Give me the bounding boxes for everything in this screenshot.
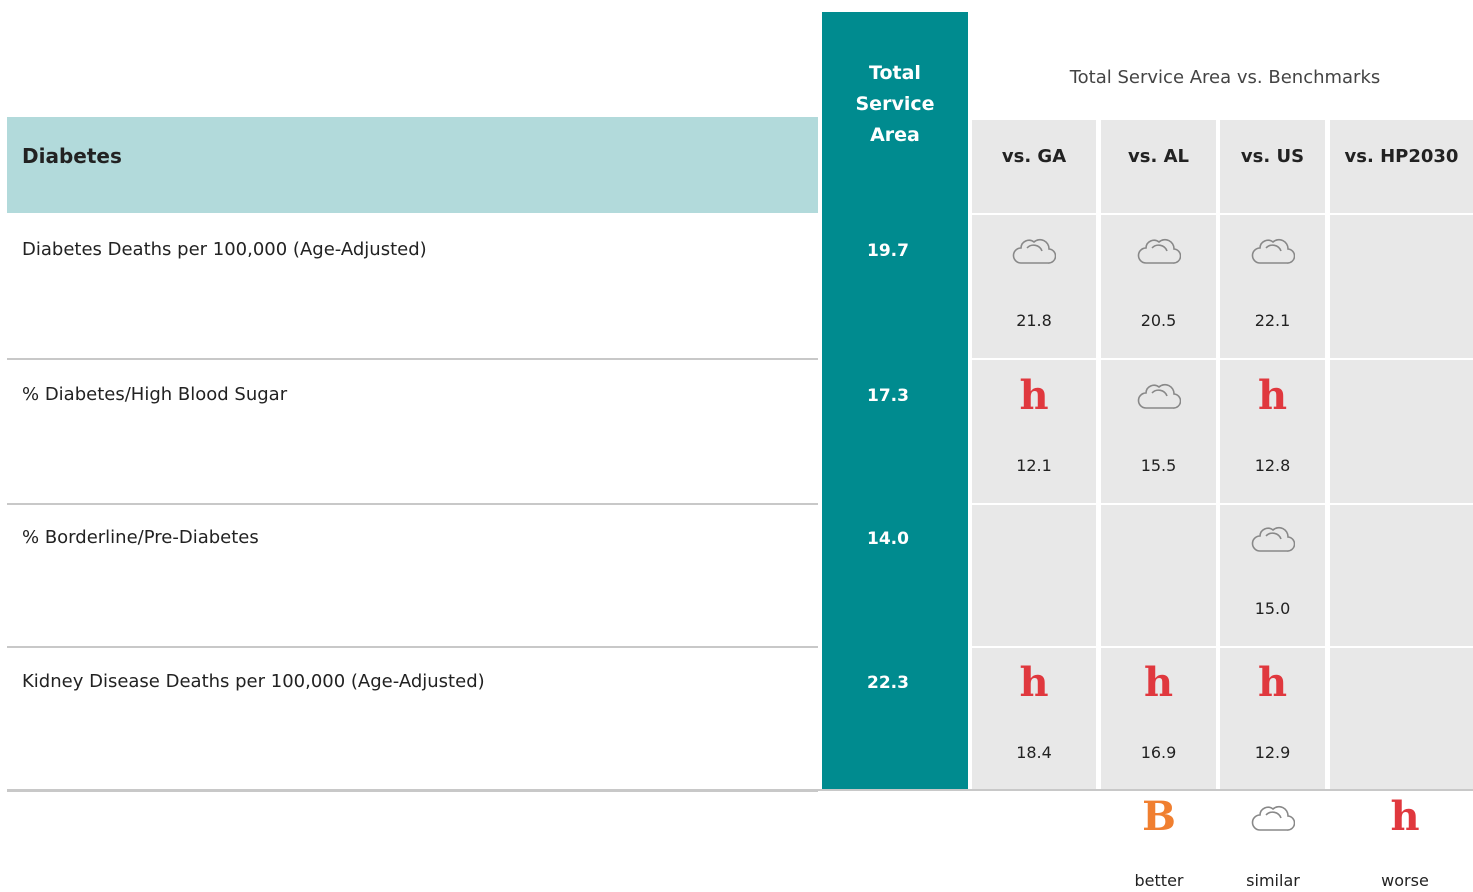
row-separator [972, 646, 1473, 648]
column-header: vs. US [1240, 146, 1305, 167]
legend-label: similar [1246, 871, 1300, 890]
section-title: Diabetes [22, 144, 122, 168]
worse-icon: h [1019, 372, 1049, 419]
legend-icon: B [1142, 793, 1176, 840]
similar-icon [1137, 383, 1181, 409]
row-separator [972, 358, 1473, 360]
column-header: vs. HP2030 [1344, 146, 1459, 167]
benchmark-value: 15.5 [1140, 456, 1177, 475]
legend-label: better [1134, 871, 1184, 890]
row-separator [7, 790, 818, 792]
legend-label: worse [1381, 871, 1429, 890]
worse-icon: h [1143, 659, 1174, 706]
worse-icon: h [1019, 659, 1049, 706]
benchmark-value: 16.9 [1140, 743, 1177, 762]
benchmark-value: 18.4 [1016, 743, 1052, 762]
row-separator [7, 358, 818, 360]
column-header: vs. GA [1001, 146, 1067, 167]
benchmark-value: 12.8 [1254, 456, 1291, 475]
similar-icon [1251, 805, 1295, 831]
worse-icon: h [1257, 372, 1288, 419]
row-value: 19.7 [867, 241, 909, 261]
worse-icon: h [1257, 659, 1288, 706]
row-separator [972, 503, 1473, 505]
bottom-line [7, 789, 1473, 791]
benchmark-value: 22.1 [1254, 311, 1291, 330]
row-label: Kidney Disease Deaths per 100,000 (Age-A… [22, 671, 485, 692]
column-header: vs. AL [1128, 146, 1189, 167]
row-value: 14.0 [867, 529, 909, 549]
similar-icon [1012, 238, 1056, 264]
benchmark-value: 12.9 [1254, 743, 1291, 762]
teal-column [822, 12, 968, 790]
row-label: % Diabetes/High Blood Sugar [22, 384, 288, 405]
benchmark-column [1330, 120, 1473, 790]
similar-icon [1251, 526, 1295, 552]
row-label: % Borderline/Pre-Diabetes [22, 527, 259, 548]
section-band [7, 117, 818, 213]
benchmark-value: 12.1 [1016, 456, 1052, 475]
row-separator [972, 790, 1473, 792]
benchmark-column [1101, 120, 1216, 790]
column-title: Total Service Area [855, 62, 935, 146]
legend-icon: h [1390, 793, 1420, 840]
benchmark-column [1220, 120, 1325, 790]
row-separator [7, 646, 818, 648]
row-value: 22.3 [867, 673, 909, 693]
row-separator [7, 503, 818, 505]
header-line [972, 213, 1473, 215]
similar-icon [1251, 238, 1295, 264]
benchmark-value: 15.0 [1254, 599, 1291, 618]
row-value: 17.3 [867, 386, 909, 406]
benchmark-value: 21.8 [1016, 311, 1052, 330]
row-label: Diabetes Deaths per 100,000 (Age-Adjuste… [22, 239, 427, 260]
similar-icon [1137, 238, 1181, 264]
benchmark-column [972, 120, 1096, 790]
benchmark-value: 20.5 [1140, 311, 1177, 330]
benchmarks-title: Total Service Area vs. Benchmarks [1069, 67, 1381, 88]
